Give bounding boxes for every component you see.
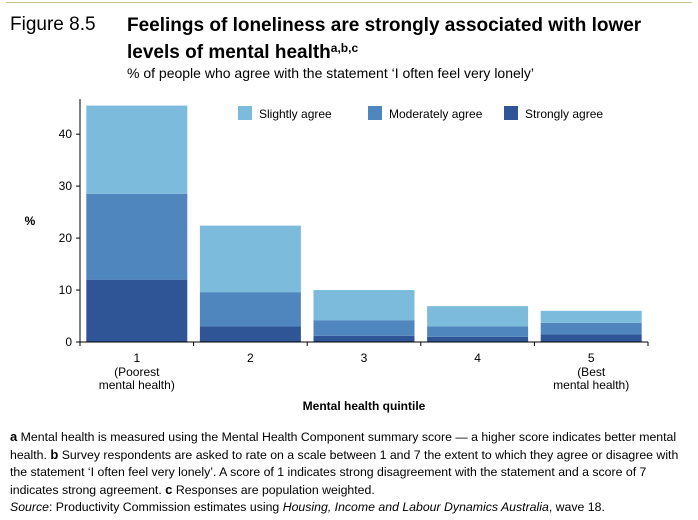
legend-swatch-slightly-agree [238, 106, 252, 120]
note-c-marker: c [165, 482, 173, 497]
bar-strongly-agree-q3 [313, 335, 415, 342]
x-tick-sublabel: (Best [577, 365, 606, 379]
y-tick-label: 10 [59, 283, 73, 297]
bar-moderately-agree-q4 [427, 326, 529, 337]
y-tick-label: 20 [59, 231, 73, 245]
note-c-text: Responses are population weighted. [172, 483, 375, 497]
y-tick-label: 40 [59, 127, 73, 141]
bar-slightly-agree-q4 [427, 306, 529, 327]
note-a-marker: a [10, 429, 18, 444]
x-tick-label: 1 [133, 351, 140, 365]
note-a-text: Mental health is measured using the Ment… [10, 430, 677, 462]
top-rule [6, 2, 692, 3]
note-b-marker: b [50, 447, 59, 462]
x-tick-label: 4 [474, 351, 481, 365]
bar-slightly-agree-q3 [313, 290, 415, 321]
bar-slightly-agree-q1 [86, 105, 188, 194]
title-superscript: a,b,c [330, 41, 359, 55]
bar-moderately-agree-q5 [540, 322, 642, 335]
figure-source: Source: Productivity Commission estimate… [10, 500, 682, 514]
legend-label-moderately-agree: Moderately agree [389, 107, 483, 121]
bar-strongly-agree-q1 [86, 279, 188, 342]
x-tick-label: 5 [588, 351, 595, 365]
legend-label-slightly-agree: Slightly agree [259, 107, 332, 121]
y-tick-label: 30 [59, 179, 73, 193]
y-axis-label: % [25, 214, 36, 228]
x-tick-sublabel: mental health) [99, 378, 175, 392]
legend-label-strongly-agree: Strongly agree [525, 107, 603, 121]
bar-strongly-agree-q4 [427, 336, 529, 342]
source-label: Source [10, 500, 49, 514]
y-tick-label: 0 [65, 335, 72, 349]
note-b-text: Survey respondents are asked to rate on … [10, 448, 679, 497]
figure-title: Feelings of loneliness are strongly asso… [127, 14, 687, 64]
bar-strongly-agree-q2 [199, 326, 301, 342]
legend-swatch-strongly-agree [504, 106, 518, 120]
bar-moderately-agree-q3 [313, 320, 415, 336]
source-text-before: : Productivity Commission estimates usin… [48, 500, 283, 514]
bar-moderately-agree-q1 [86, 193, 188, 280]
x-tick-sublabel: mental health) [553, 378, 629, 392]
source-dataset: Housing, Income and Labour Dynamics Aust… [282, 500, 549, 514]
bar-strongly-agree-q5 [540, 334, 642, 342]
figure-subtitle: % of people who agree with the statement… [127, 65, 535, 81]
bar-slightly-agree-q5 [540, 310, 642, 323]
figure-label: Figure 8.5 [10, 14, 96, 35]
x-axis-title: Mental health quintile [303, 399, 426, 413]
figure-notes: a Mental health is measured using the Me… [10, 428, 682, 499]
x-tick-label: 2 [247, 351, 254, 365]
bar-moderately-agree-q2 [199, 292, 301, 327]
x-tick-sublabel: (Poorest [114, 365, 160, 379]
bar-slightly-agree-q2 [199, 225, 301, 293]
x-tick-label: 3 [361, 351, 368, 365]
source-text-after: , wave 18. [548, 500, 605, 514]
figure-title-text: Feelings of loneliness are strongly asso… [127, 15, 642, 63]
legend-swatch-moderately-agree [368, 106, 382, 120]
